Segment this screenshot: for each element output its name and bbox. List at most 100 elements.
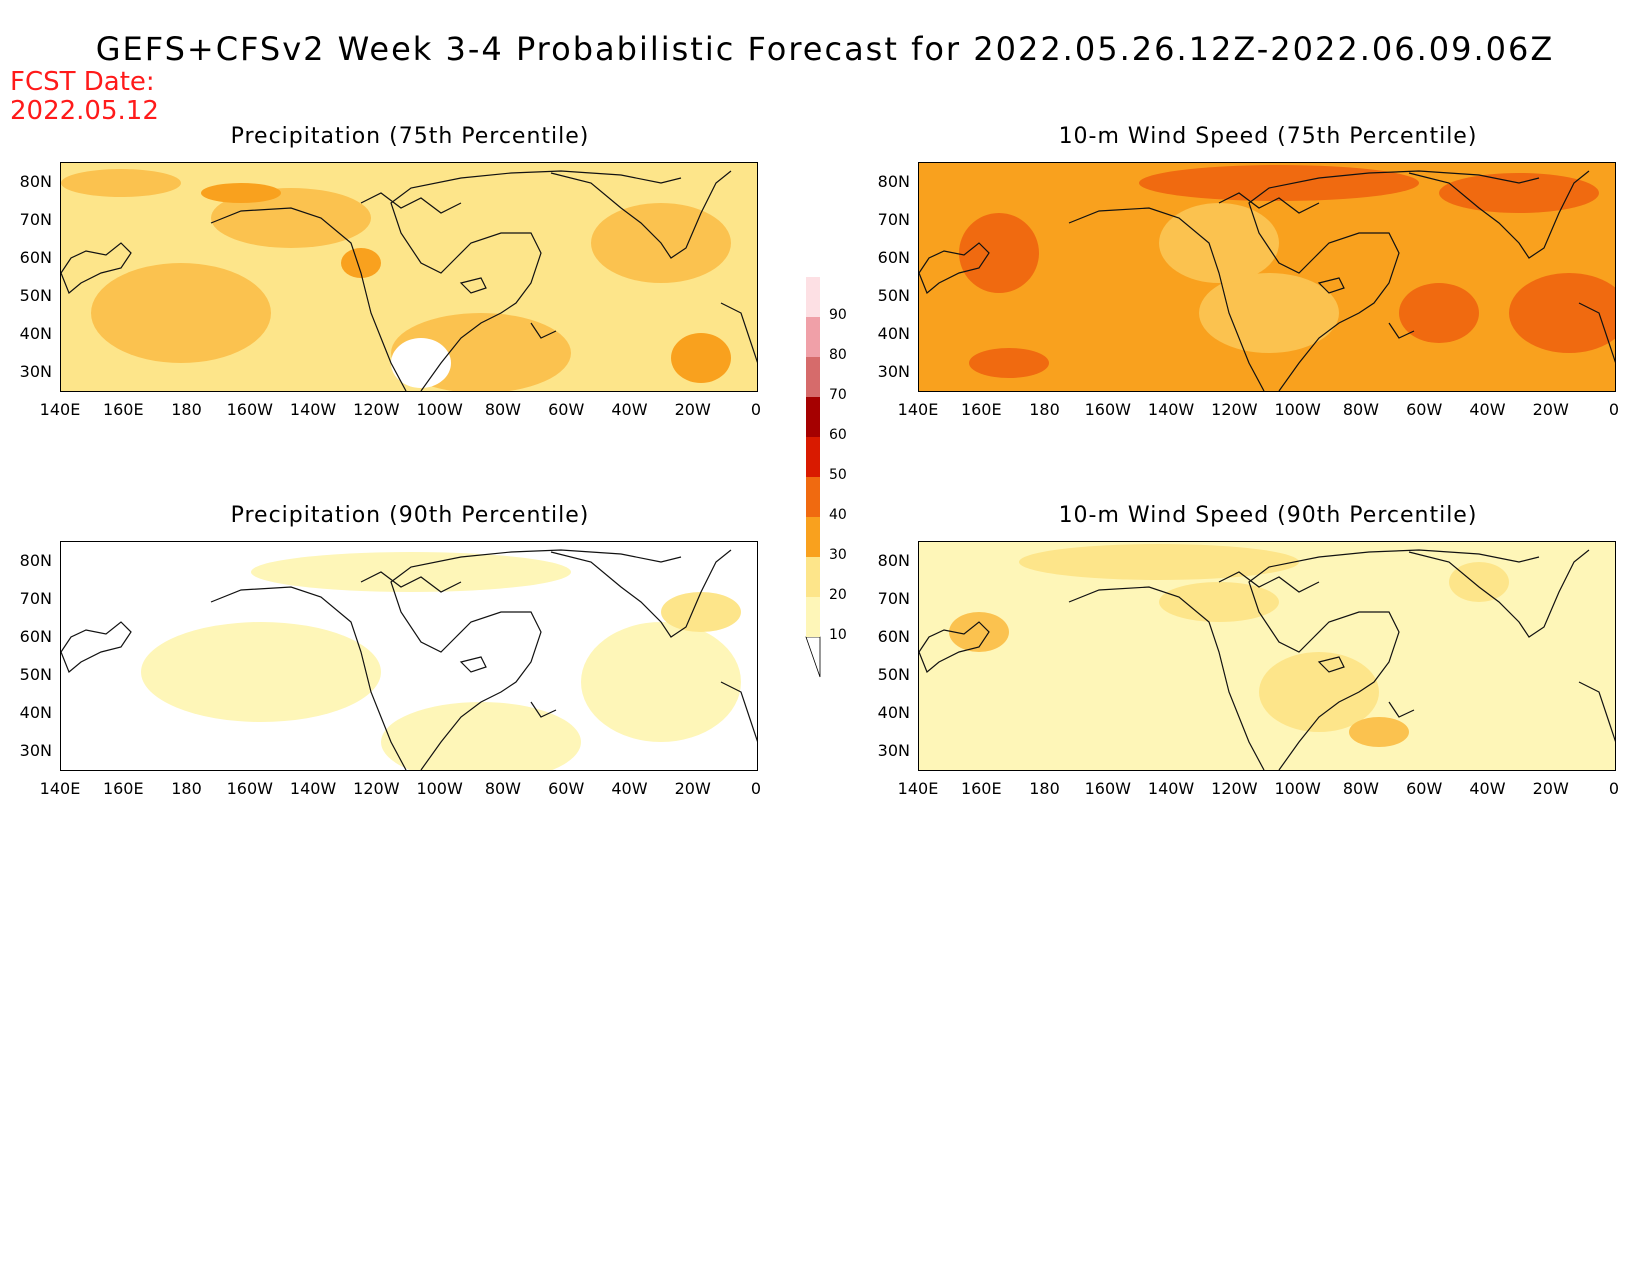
probability-region [91, 263, 271, 363]
panel-precip-90: Precipitation (90th Percentile) 80N 70N 60… [0, 503, 761, 798]
lat-tick-label: 30N [877, 741, 910, 760]
colorbar: 10 20 30 40 50 60 70 80 90 [805, 272, 885, 682]
lon-tick-label: 60W [548, 400, 585, 419]
lon-tick-label: 100W [416, 779, 463, 798]
coastline [1218, 571, 1320, 593]
coastline [1248, 170, 1540, 391]
coastline [360, 571, 462, 593]
map-background [919, 542, 1615, 770]
coastline [1388, 701, 1415, 718]
lat-tick-label: 80N [19, 551, 52, 570]
coastline [1388, 322, 1415, 339]
coastline [459, 656, 487, 673]
probability-region [341, 248, 381, 278]
coastline [720, 681, 757, 742]
colorbar-swatch [806, 517, 820, 557]
panel-precip-75: Precipitation (75th Percentile) 80N 70N 60… [0, 124, 761, 419]
colorbar-swatch [806, 277, 820, 317]
probability-region [1349, 717, 1409, 747]
lon-tick-label: 140E [897, 400, 939, 419]
coastline [550, 170, 732, 259]
probability-region [1399, 283, 1479, 343]
colorbar-level-label: 80 [829, 347, 847, 363]
coastline [1408, 549, 1590, 638]
colorbar-level-label: 30 [829, 547, 847, 563]
panel-title: Precipitation (90th Percentile) [230, 503, 590, 528]
probability-region [251, 552, 571, 592]
coastline [530, 322, 557, 339]
probability-region [1439, 173, 1599, 213]
lon-tick-label: 100W [1274, 779, 1321, 798]
lon-tick-label: 160E [102, 400, 144, 419]
lon-tick-label: 40W [1469, 400, 1506, 419]
lat-tick-label: 80N [877, 172, 910, 191]
lat-tick-label: 50N [877, 286, 910, 305]
coastline [1068, 586, 1265, 770]
lon-tick-label: 80W [484, 779, 521, 798]
coastline [1068, 207, 1265, 391]
lon-tick-label: 80W [1342, 779, 1379, 798]
lon-tick-label: 60W [1406, 400, 1443, 419]
lat-tick-label: 40N [877, 324, 910, 343]
probability-region [381, 702, 581, 770]
lon-tick-label: 160E [960, 779, 1002, 798]
probability-region [581, 622, 741, 742]
map-field [61, 542, 757, 770]
lat-tick-label: 60N [877, 627, 910, 646]
lat-tick-label: 50N [19, 665, 52, 684]
probability-region [211, 188, 371, 248]
coastline [390, 170, 682, 391]
lon-tick-label: 140W [289, 400, 337, 419]
lat-tick-label: 50N [877, 665, 910, 684]
lon-tick-label: 40W [611, 779, 648, 798]
map-area [60, 162, 758, 392]
lat-tick-label: 60N [19, 248, 52, 267]
coastline [210, 207, 407, 391]
lat-tick-label: 30N [19, 362, 52, 381]
lon-tick-label: 40W [1469, 779, 1506, 798]
lat-tick-label: 70N [19, 589, 52, 608]
colorbar-swatch [806, 437, 820, 477]
probability-region [1019, 544, 1299, 580]
coastline [1408, 170, 1590, 259]
panel-wind-75: 10-m Wind Speed (75th Percentile) 80N 70N… [858, 124, 1619, 419]
colorbar-level-label: 70 [829, 387, 847, 403]
lon-tick-label: 180 [171, 400, 202, 419]
probability-region [969, 348, 1049, 378]
lat-tick-label: 80N [877, 551, 910, 570]
forecast-date-block: FCST Date: 2022.05.12 [10, 68, 159, 126]
colorbar-level-label: 90 [829, 307, 847, 323]
lon-tick-label: 140W [1147, 400, 1195, 419]
probability-region [391, 338, 451, 388]
coastline [919, 621, 990, 673]
probability-region [1449, 562, 1509, 602]
lat-tick-label: 40N [19, 324, 52, 343]
map-area [918, 541, 1616, 771]
lon-tick-label: 20W [674, 400, 711, 419]
lon-tick-label: 140E [897, 779, 939, 798]
lon-tick-label: 60W [548, 779, 585, 798]
lon-tick-label: 160W [1084, 400, 1131, 419]
probability-region [141, 622, 381, 722]
colorbar-level-label: 20 [829, 587, 847, 603]
probability-region [661, 592, 741, 632]
lat-tick-label: 40N [877, 703, 910, 722]
coastline [1578, 681, 1615, 742]
map-field [61, 163, 757, 391]
lon-tick-label: 0 [1608, 400, 1620, 419]
coastline [1317, 656, 1345, 673]
map-area [60, 541, 758, 771]
lon-tick-label: 0 [750, 400, 762, 419]
lon-tick-label: 80W [484, 400, 521, 419]
lon-tick-label: 180 [171, 779, 202, 798]
colorbar-swatch [806, 317, 820, 357]
lon-tick-label: 20W [674, 779, 711, 798]
colorbar-swatches [805, 277, 821, 678]
lat-tick-label: 30N [19, 741, 52, 760]
coastline [530, 701, 557, 718]
probability-region [1159, 582, 1279, 622]
panel-title: 10-m Wind Speed (90th Percentile) [1058, 503, 1478, 528]
lat-tick-label: 60N [877, 248, 910, 267]
lon-tick-label: 60W [1406, 779, 1443, 798]
map-field [919, 163, 1615, 391]
